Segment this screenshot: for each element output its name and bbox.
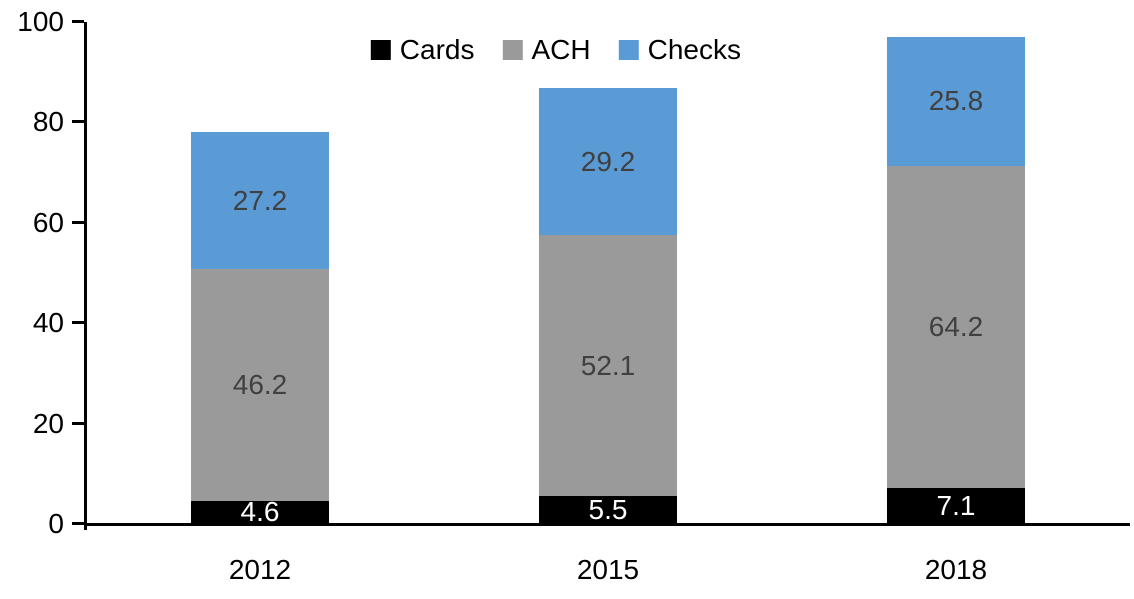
- y-axis-line: [84, 22, 87, 530]
- y-tick: [72, 522, 84, 525]
- y-tick-label: 20: [32, 407, 64, 439]
- chart-legend: Cards ACH Checks: [370, 34, 741, 65]
- bar-value-label: 7.1: [936, 490, 976, 522]
- bar-segment: 5.5: [539, 496, 677, 524]
- bar-segment: 25.8: [887, 36, 1025, 167]
- legend-item-ach: ACH: [502, 34, 591, 65]
- y-tick: [72, 20, 84, 23]
- bar-value-label: 29.2: [580, 145, 636, 177]
- bar-value-label: 4.6: [240, 496, 280, 528]
- y-tick-label: 40: [32, 307, 64, 339]
- legend-swatch-cards-icon: [370, 40, 391, 60]
- y-tick-label: 80: [32, 106, 64, 138]
- y-tick-label: 100: [17, 6, 64, 37]
- bar-value-label: 27.2: [232, 184, 288, 216]
- legend-label-cards: Cards: [399, 34, 475, 65]
- bar-segment: 4.6: [191, 496, 329, 528]
- bar-value-label: 25.8: [928, 85, 984, 117]
- x-category-label: 2018: [924, 554, 988, 585]
- x-category-label: 2012: [228, 554, 292, 585]
- y-tick-label: 60: [32, 206, 64, 238]
- legend-label-checks: Checks: [647, 34, 741, 65]
- y-tick: [72, 421, 84, 425]
- legend-item-cards: Cards: [370, 34, 475, 65]
- y-tick: [72, 220, 84, 224]
- y-tick: [72, 321, 84, 325]
- legend-label-ach: ACH: [531, 34, 591, 65]
- bar-segment: 46.2: [191, 268, 329, 501]
- y-tick: [72, 120, 84, 124]
- legend-item-checks: Checks: [618, 34, 741, 65]
- bar-value-label: 64.2: [928, 311, 984, 343]
- legend-swatch-checks-icon: [618, 40, 639, 60]
- legend-swatch-ach-icon: [502, 40, 523, 60]
- bar-segment: 7.1: [887, 488, 1025, 524]
- bar-value-label: 52.1: [580, 349, 636, 381]
- y-tick-label: 0: [48, 508, 64, 539]
- bar-segment: 52.1: [539, 234, 677, 497]
- bar-value-label: 46.2: [232, 368, 288, 400]
- x-category-label: 2015: [576, 554, 640, 585]
- x-axis-line: [84, 523, 1130, 526]
- bar-segment: 29.2: [539, 88, 677, 235]
- bar-segment: 64.2: [887, 166, 1025, 489]
- bar-value-label: 5.5: [588, 494, 628, 526]
- bar-segment: 27.2: [191, 132, 329, 269]
